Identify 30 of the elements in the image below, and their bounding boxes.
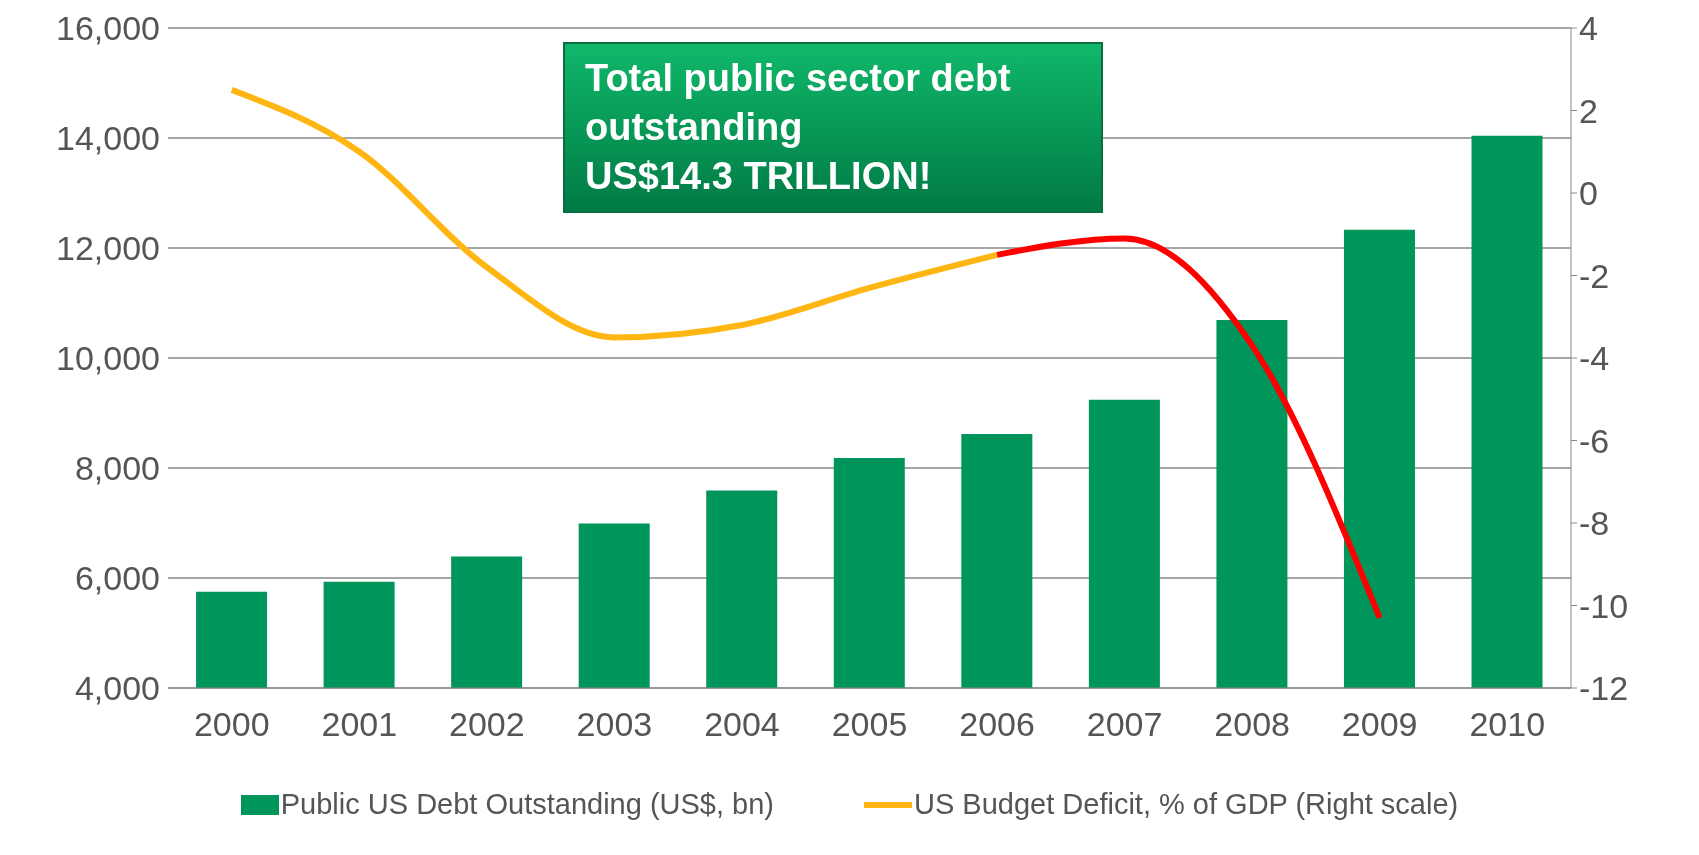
- y-tick-label: 16,000: [56, 9, 160, 48]
- y-tick-label: 12,000: [56, 229, 160, 268]
- y2-tick-label: 0: [1579, 174, 1598, 213]
- y2-tick-label: -4: [1579, 339, 1610, 378]
- y-tick-label: 14,000: [56, 119, 160, 158]
- y2-tick-label: -10: [1579, 586, 1629, 625]
- legend-label: Public US Debt Outstanding (US$, bn): [280, 788, 774, 821]
- x-tick-label: 2003: [576, 705, 653, 744]
- y2-tick-label: -12: [1579, 669, 1629, 708]
- y2-tick-label: -6: [1579, 421, 1610, 460]
- x-tick-label: 2001: [321, 705, 398, 744]
- x-tick-label: 2000: [193, 705, 270, 744]
- legend-label: US Budget Deficit, % of GDP (Right scale): [914, 788, 1459, 821]
- annotation: Total public sector debt outstanding US$14.3 TRILLION!: [563, 42, 1103, 213]
- y2-tick-label: -8: [1579, 504, 1610, 543]
- y2-tick-label: -2: [1579, 256, 1610, 295]
- x-tick-label: 2007: [1086, 705, 1163, 744]
- x-tick-label: 2005: [831, 705, 908, 744]
- y2-tick-label: 2: [1579, 91, 1598, 130]
- x-tick-label: 2004: [704, 705, 780, 744]
- x-tick-label: 2010: [1469, 705, 1546, 744]
- y-tick-label: 8,000: [74, 449, 160, 488]
- x-tick-label: 2002: [449, 705, 525, 744]
- x-tick-label: 2006: [959, 705, 1035, 744]
- y-tick-label: 6,000: [74, 559, 160, 598]
- y-tick-label: 4,000: [74, 669, 160, 708]
- x-tick-label: 2008: [1214, 705, 1290, 744]
- y2-tick-label: 4: [1579, 9, 1598, 48]
- y-tick-label: 10,000: [56, 339, 160, 378]
- x-tick-label: 2009: [1341, 705, 1418, 744]
